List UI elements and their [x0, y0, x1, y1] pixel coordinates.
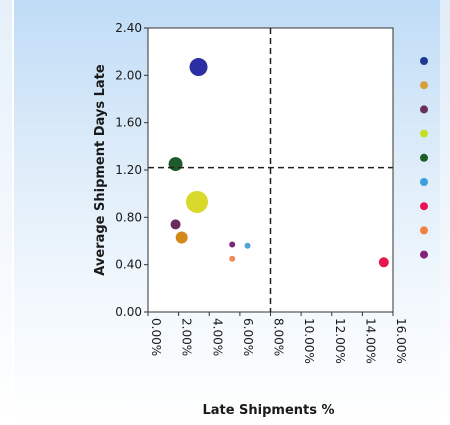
legend-marker-5: [420, 153, 428, 162]
legend-marker-9: [420, 250, 428, 259]
x-tick-label: 8.00%: [272, 318, 286, 356]
x-tick-label: 12.00%: [333, 318, 347, 364]
legend-marker-6: [420, 178, 428, 186]
data-point-8: [229, 255, 236, 262]
legend-marker-8: [420, 226, 428, 235]
data-point-1: [189, 58, 208, 77]
legend-marker-2: [420, 81, 428, 90]
y-tick-label: 0.80: [115, 210, 142, 224]
data-point-3: [186, 190, 208, 213]
x-tick-label: 10.00%: [302, 318, 316, 364]
y-tick-label: 0.40: [115, 258, 142, 272]
legend-marker-1: [420, 57, 428, 65]
x-tick-label: 0.00%: [149, 318, 163, 356]
x-tick-label: 14.00%: [363, 318, 377, 364]
adjacent-panel-right: [440, 0, 450, 425]
y-tick-label: 2.00: [115, 68, 142, 82]
data-point-2: [168, 157, 183, 172]
data-point-9: [378, 257, 389, 268]
data-point-6: [229, 241, 236, 248]
x-tick-label: 16.00%: [394, 318, 408, 364]
x-tick-label: 6.00%: [241, 318, 255, 356]
legend-marker-3: [420, 105, 428, 114]
y-tick-label: 1.60: [115, 116, 142, 130]
y-tick-label: 0.00: [115, 305, 142, 319]
x-tick-label: 2.00%: [180, 318, 194, 356]
data-point-4: [170, 219, 181, 230]
x-tick-label: 4.00%: [210, 318, 224, 356]
legend-marker-4: [420, 129, 428, 138]
y-axis-title: Average Shipment Days Late: [93, 64, 108, 276]
y-tick-label: 2.40: [115, 21, 142, 35]
x-axis-title: Late Shipments %: [202, 403, 334, 418]
data-point-7: [244, 242, 251, 249]
data-point-5: [175, 231, 188, 244]
y-tick-label: 1.20: [115, 163, 142, 177]
legend-marker-7: [420, 202, 428, 211]
adjacent-panel-left: [0, 0, 12, 425]
